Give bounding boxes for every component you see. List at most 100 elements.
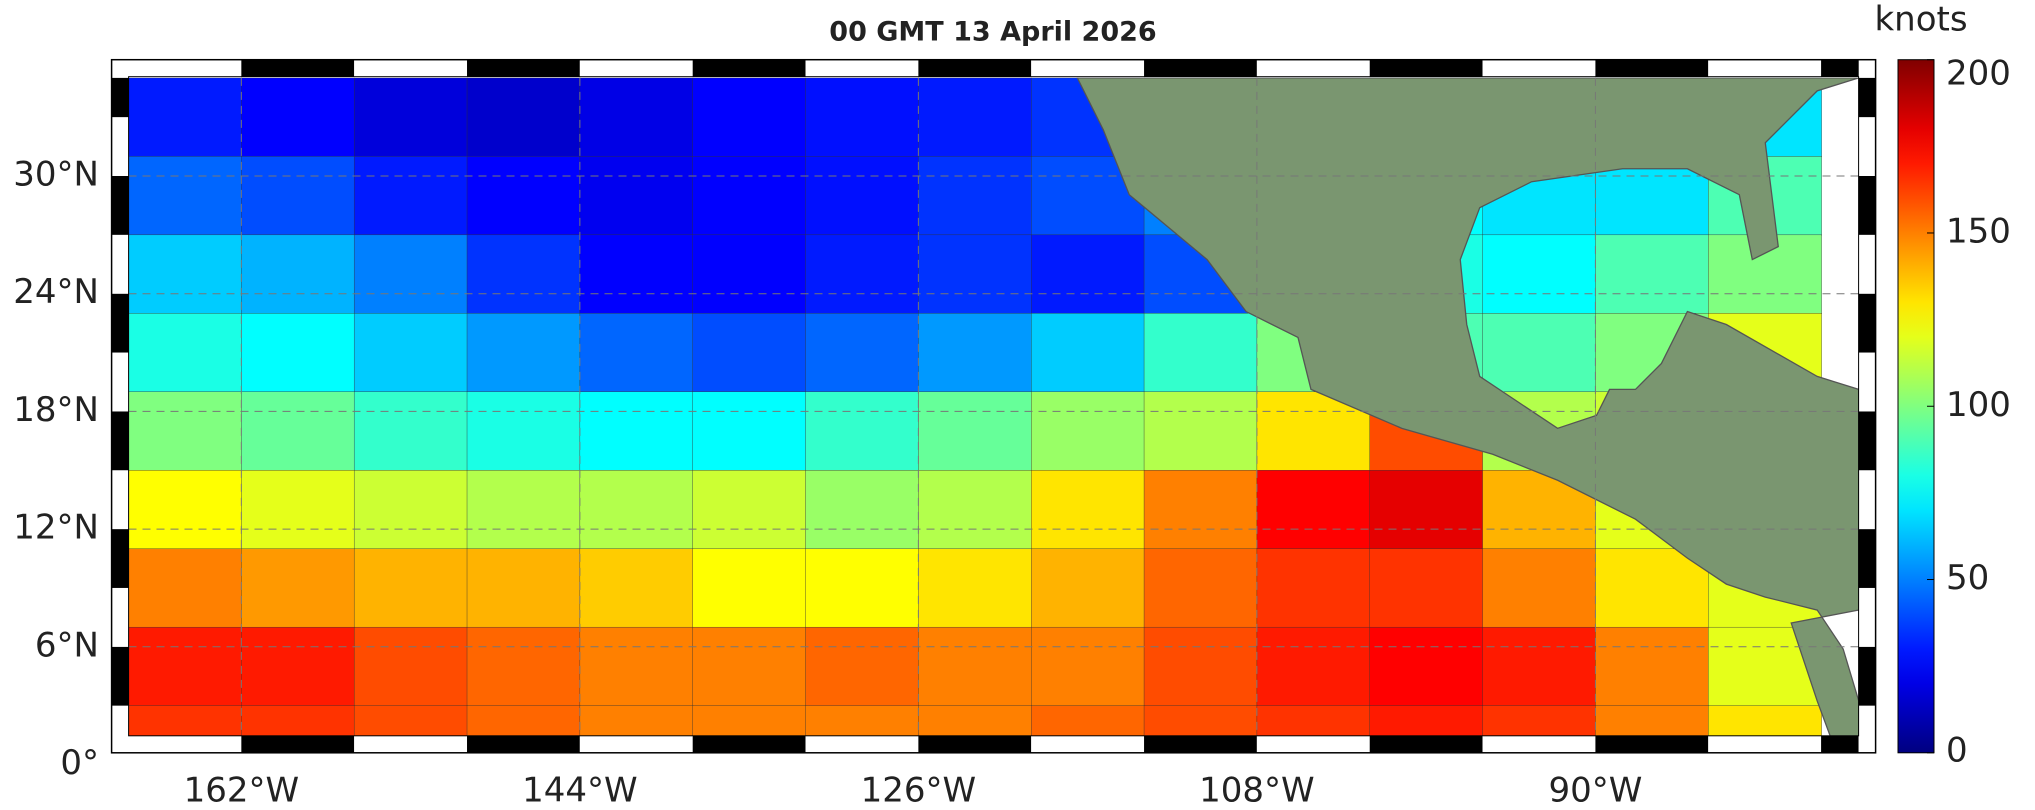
field-cell bbox=[579, 705, 694, 736]
field-cell bbox=[1031, 234, 1145, 315]
field-cell bbox=[466, 548, 581, 628]
field-cell bbox=[128, 626, 243, 707]
field-cell bbox=[918, 234, 1032, 315]
field-cell bbox=[353, 626, 468, 707]
field-cell bbox=[466, 391, 581, 471]
frame-segment bbox=[805, 735, 919, 753]
frame-outline bbox=[110, 58, 1877, 754]
frame-segment bbox=[111, 234, 129, 294]
frame-segment bbox=[111, 646, 129, 706]
field-cell bbox=[918, 626, 1032, 707]
frame-segment bbox=[1821, 735, 1859, 753]
field-cell bbox=[128, 77, 243, 158]
field-cell bbox=[918, 548, 1032, 628]
field-cell bbox=[241, 626, 355, 707]
field-cell bbox=[241, 470, 355, 550]
frame-segment bbox=[111, 705, 129, 753]
frame-segment bbox=[1858, 77, 1876, 118]
frame-segment bbox=[111, 77, 129, 118]
frame-segment bbox=[692, 735, 806, 753]
field-cell bbox=[353, 470, 468, 550]
frame-segment bbox=[918, 735, 1032, 753]
frame-segment bbox=[1482, 59, 1596, 77]
field-cell bbox=[466, 77, 581, 158]
y-tick-label: 0° bbox=[60, 743, 99, 783]
frame-segment bbox=[111, 411, 129, 471]
frame-segment bbox=[111, 529, 129, 588]
x-tick-label: 126°W bbox=[861, 771, 977, 810]
field-cell bbox=[692, 705, 807, 736]
frame bbox=[110, 58, 1877, 754]
field-cell bbox=[579, 313, 694, 393]
colorbar-label: knots bbox=[1874, 0, 1967, 40]
y-tick-label: 30°N bbox=[13, 154, 99, 194]
field-cell bbox=[805, 234, 920, 315]
frame-segment bbox=[1858, 411, 1876, 471]
field-cell bbox=[579, 626, 694, 707]
field-cell bbox=[579, 391, 694, 471]
field-cell bbox=[1031, 391, 1145, 471]
field-cell bbox=[579, 470, 694, 550]
frame-segment bbox=[111, 352, 129, 412]
frame-segment bbox=[805, 59, 919, 77]
field-cell bbox=[1482, 548, 1597, 628]
frame-segment bbox=[1256, 59, 1370, 77]
field-cell bbox=[353, 77, 468, 158]
frame-segment bbox=[467, 735, 580, 753]
field-cell bbox=[692, 391, 807, 471]
frame-segment bbox=[1369, 735, 1483, 753]
field-cell bbox=[241, 313, 355, 393]
field-cell bbox=[1595, 705, 1709, 736]
frame-segment bbox=[1369, 59, 1483, 77]
field-cell bbox=[805, 470, 920, 550]
y-tick-label: 6°N bbox=[35, 625, 99, 665]
field-cell bbox=[241, 77, 355, 158]
field-cell bbox=[805, 391, 920, 471]
field-cell bbox=[1256, 626, 1371, 707]
field-cell bbox=[1031, 313, 1145, 393]
frame-segment bbox=[1858, 529, 1876, 588]
grid bbox=[128, 77, 1859, 736]
frame-segment bbox=[1031, 735, 1145, 753]
field-cell bbox=[241, 156, 355, 236]
field-cell bbox=[692, 156, 807, 236]
frame-segment bbox=[111, 587, 129, 647]
colorbar-tick-label: 150 bbox=[1946, 211, 2011, 251]
frame-segment bbox=[1595, 59, 1709, 77]
field-cell bbox=[353, 313, 468, 393]
field-cell bbox=[1369, 705, 1484, 736]
frame-inner bbox=[128, 76, 1860, 737]
y-tick-label: 12°N bbox=[13, 508, 99, 548]
field-cell bbox=[241, 705, 355, 736]
field-cell bbox=[1031, 626, 1145, 707]
colorbar-tick-label: 50 bbox=[1946, 558, 1989, 598]
field-cell bbox=[353, 548, 468, 628]
field-cell bbox=[466, 470, 581, 550]
frame-segment bbox=[1821, 59, 1859, 77]
field-cell bbox=[805, 705, 920, 736]
field-cell bbox=[1143, 705, 1258, 736]
field-cell bbox=[1369, 626, 1484, 707]
frame-segment bbox=[128, 735, 242, 753]
field-cell bbox=[466, 234, 581, 315]
field-cell bbox=[241, 391, 355, 471]
field-cell bbox=[918, 391, 1032, 471]
field-cell bbox=[1708, 705, 1822, 736]
field-cell bbox=[466, 626, 581, 707]
field-cell bbox=[1031, 470, 1145, 550]
frame-segment bbox=[111, 470, 129, 530]
x-tick-label: 90°W bbox=[1548, 771, 1642, 810]
field-cell bbox=[1143, 548, 1258, 628]
frame-segment bbox=[1256, 735, 1370, 753]
field-cell bbox=[1143, 626, 1258, 707]
field-cell bbox=[1482, 313, 1597, 393]
land-layer bbox=[1076, 77, 1859, 736]
field-cell bbox=[918, 470, 1032, 550]
field-cell bbox=[1482, 705, 1597, 736]
field-cell bbox=[1256, 705, 1371, 736]
field-cell bbox=[692, 77, 807, 158]
field-cell bbox=[1143, 313, 1258, 393]
frame-segment bbox=[241, 735, 355, 753]
frame-segment bbox=[1858, 587, 1876, 647]
